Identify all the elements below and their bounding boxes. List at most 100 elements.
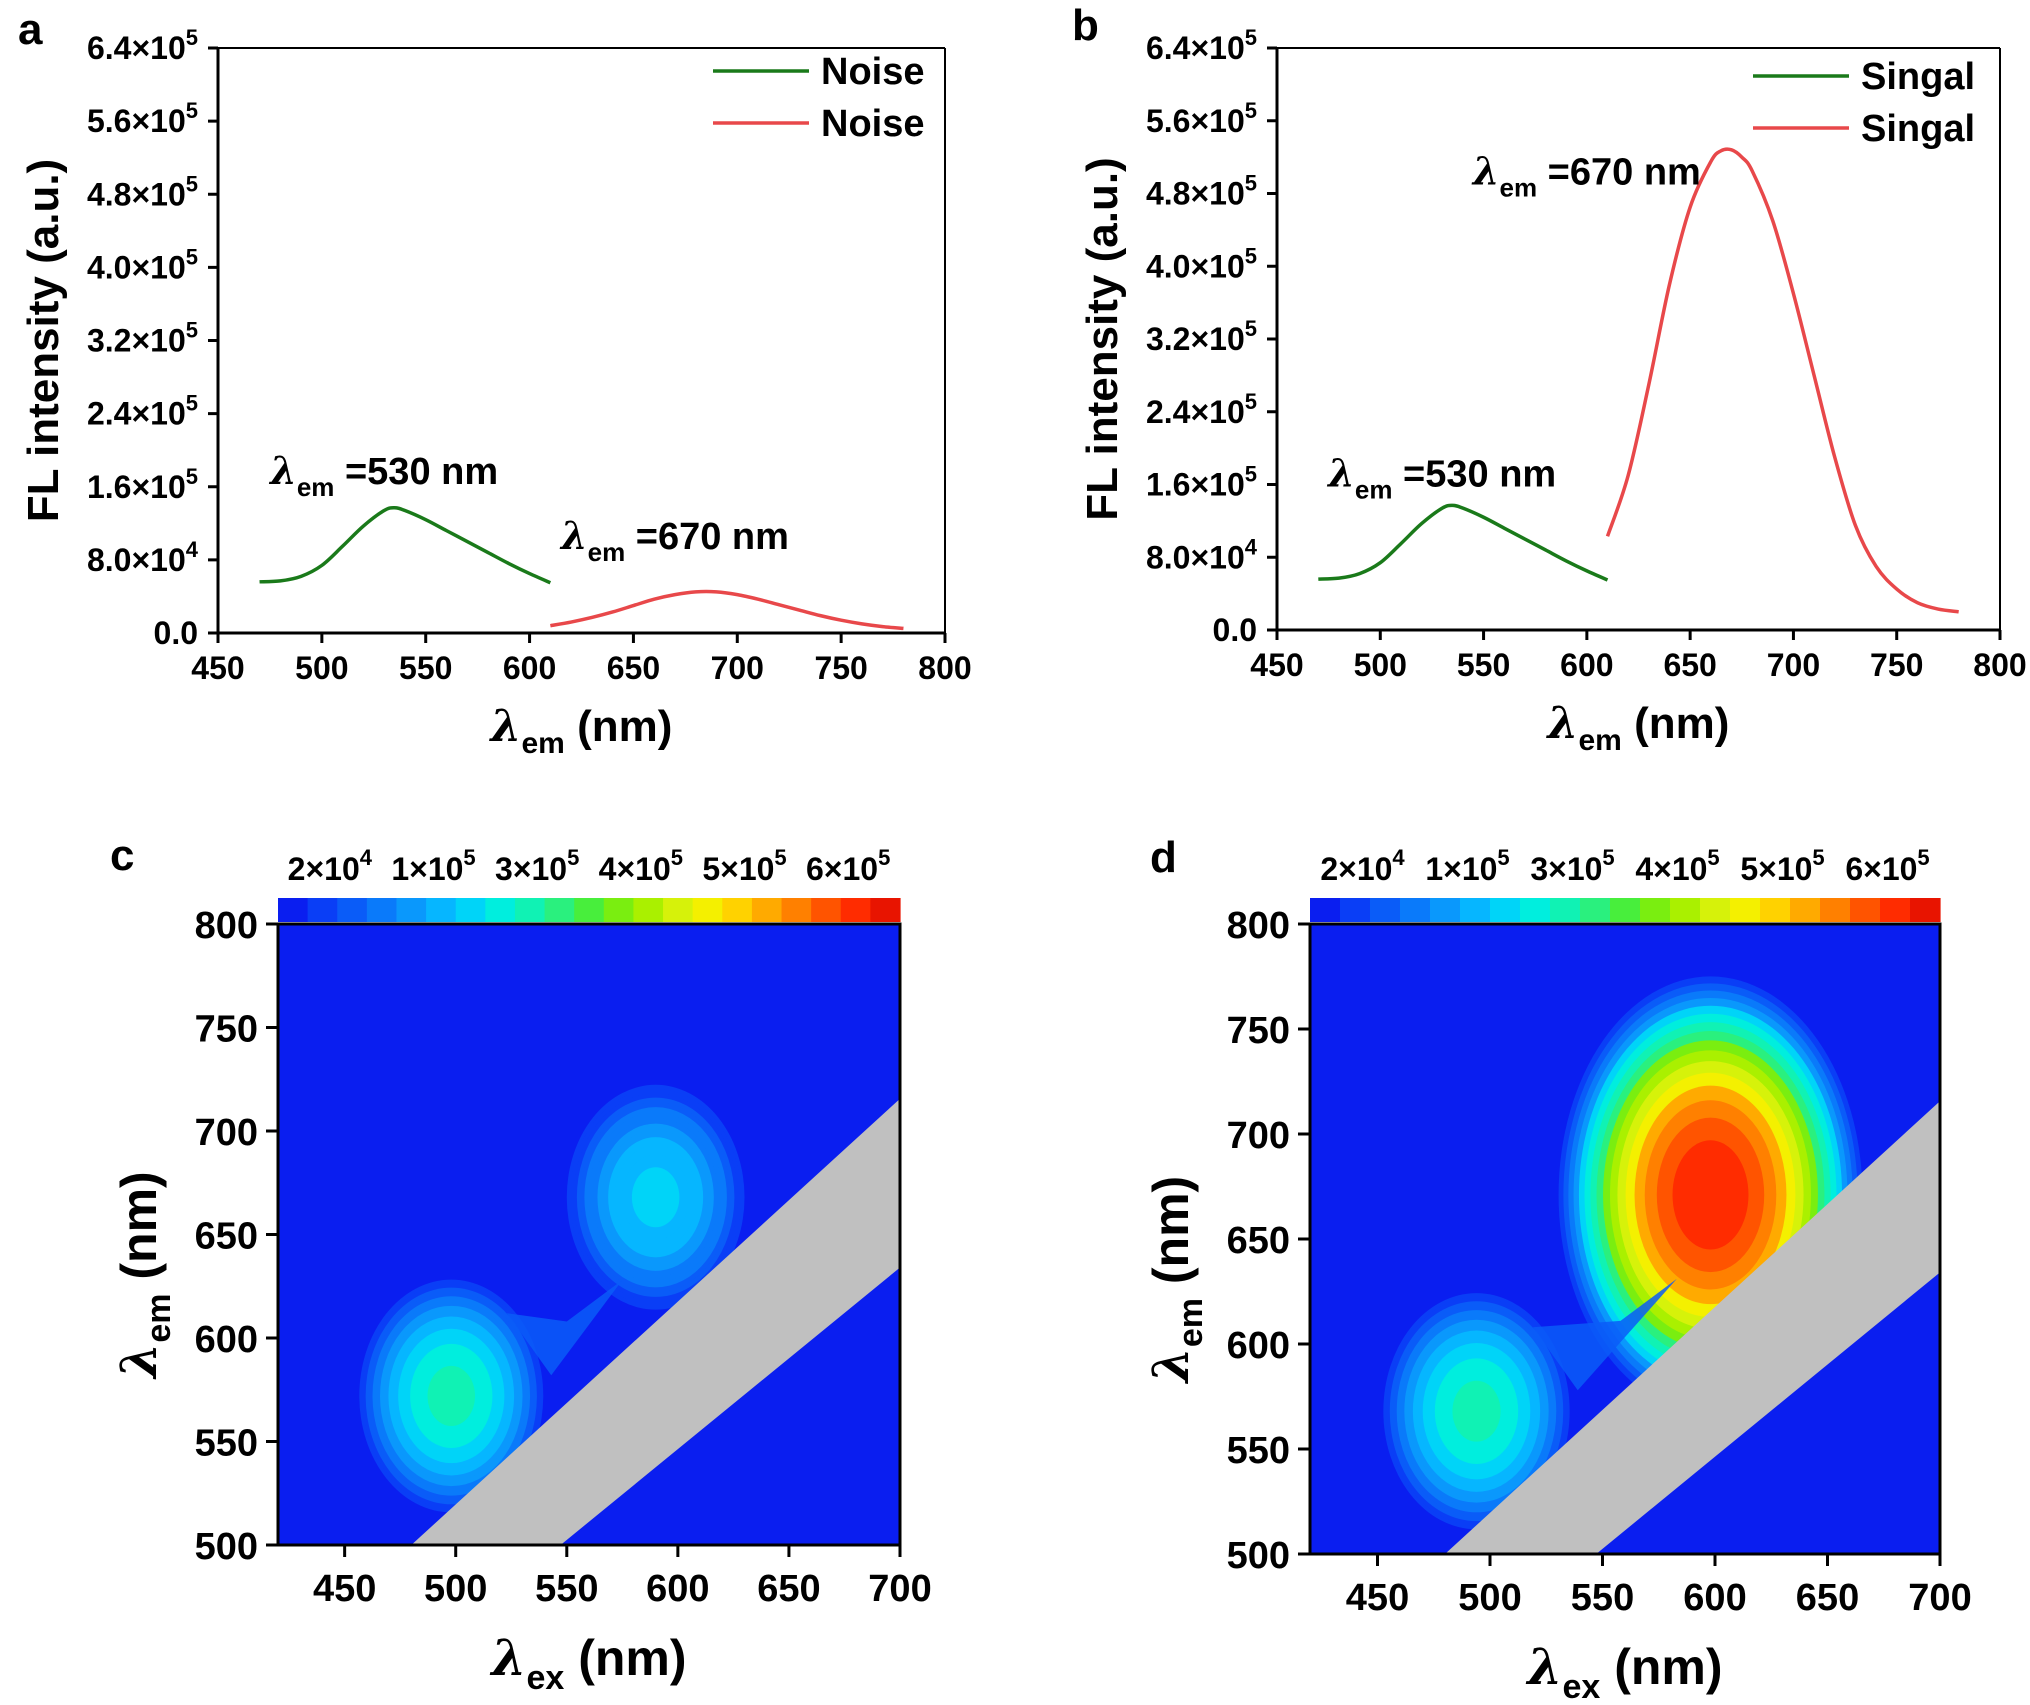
y-tick-label: 500 bbox=[1227, 1535, 1290, 1577]
y-tick-mantissa: 4.0×10 bbox=[87, 249, 186, 285]
legend-label: Noise bbox=[821, 103, 924, 145]
colorbar-segment bbox=[1520, 898, 1551, 922]
annotation-subscript: em bbox=[1500, 172, 1538, 202]
colorbar-tick-label: 6×105 bbox=[1845, 845, 1929, 887]
y-tick-exponent: 5 bbox=[186, 98, 198, 123]
y-tick-exponent: 5 bbox=[1245, 171, 1257, 196]
annotation-symbol: λ bbox=[1471, 148, 1500, 193]
y-axis-symbol: λ bbox=[1141, 1347, 1200, 1384]
x-tick-label: 600 bbox=[1560, 647, 1613, 683]
colorbar-segment bbox=[1910, 898, 1941, 922]
heatmap-area bbox=[278, 924, 900, 1544]
x-axis-unit: (nm) bbox=[1622, 699, 1730, 748]
colorbar-exponent: 5 bbox=[671, 845, 683, 870]
colorbar-segment bbox=[426, 898, 457, 922]
colorbar-segment bbox=[278, 898, 309, 922]
colorbar-segment bbox=[1490, 898, 1521, 922]
x-axis-subscript: ex bbox=[1563, 1668, 1601, 1705]
x-tick-label: 600 bbox=[1683, 1577, 1746, 1619]
y-axis-unit: (nm) bbox=[111, 1171, 167, 1293]
y-tick-label: 4.0×105 bbox=[87, 244, 198, 285]
colorbar-mantissa: 5×10 bbox=[1740, 851, 1812, 887]
y-axis-label: FL intensity (a.u.) bbox=[1078, 157, 1127, 520]
y-axis-label: λem (nm) bbox=[1141, 1176, 1210, 1384]
colorbar-mantissa: 2×10 bbox=[1320, 851, 1392, 887]
x-tick-label: 700 bbox=[868, 1568, 931, 1610]
colorbar-tick-label: 3×105 bbox=[495, 845, 579, 887]
colorbar-segment bbox=[485, 898, 516, 922]
colorbar-tick-label: 6×105 bbox=[806, 845, 890, 887]
y-tick-label: 3.2×105 bbox=[1146, 316, 1257, 357]
colorbar-tick-label: 4×105 bbox=[1635, 845, 1719, 887]
y-tick-label: 550 bbox=[195, 1423, 258, 1465]
colorbar-segment bbox=[692, 898, 723, 922]
x-axis-symbol: λ bbox=[1525, 1637, 1562, 1696]
colorbar-segment bbox=[1760, 898, 1791, 922]
peak-annotation: λem =530 nm bbox=[268, 448, 498, 502]
x-tick-label: 500 bbox=[1354, 647, 1407, 683]
x-tick-label: 650 bbox=[1663, 647, 1716, 683]
y-tick-label: 6.4×105 bbox=[87, 25, 198, 66]
colorbar-segment bbox=[1670, 898, 1701, 922]
legend-label: Singal bbox=[1861, 108, 1975, 150]
colorbar-exponent: 5 bbox=[1707, 845, 1719, 870]
colorbar-tick-label: 1×105 bbox=[391, 845, 475, 887]
series-line-2 bbox=[1605, 147, 1959, 614]
colorbar-segment bbox=[751, 898, 783, 922]
colorbar-segment bbox=[366, 898, 398, 922]
y-tick-label: 500 bbox=[195, 1526, 258, 1568]
x-tick-label: 650 bbox=[1796, 1577, 1859, 1619]
y-tick-label: 600 bbox=[1227, 1325, 1290, 1367]
colorbar-tick-label: 2×104 bbox=[288, 845, 373, 887]
colorbar-segment bbox=[455, 898, 486, 922]
panel-label-b: b bbox=[1072, 1, 1099, 50]
y-tick-label: 750 bbox=[1227, 1010, 1290, 1052]
y-tick-label: 8.0×104 bbox=[87, 537, 199, 578]
x-axis-subscript: em bbox=[1578, 724, 1621, 757]
legend-label: Noise bbox=[821, 51, 924, 93]
y-tick-label: 6.4×105 bbox=[1146, 25, 1257, 66]
annotation-symbol: λ bbox=[559, 513, 588, 558]
contour-bridge bbox=[1532, 1278, 1677, 1391]
x-tick-label: 450 bbox=[313, 1568, 376, 1610]
annotation-text: =670 nm bbox=[625, 516, 789, 558]
heatmap-area bbox=[1310, 924, 1940, 1554]
colorbar-segment bbox=[603, 898, 635, 922]
y-tick-label: 600 bbox=[195, 1319, 258, 1361]
x-tick-label: 600 bbox=[503, 650, 556, 686]
y-tick-label: 0.0 bbox=[1213, 612, 1257, 648]
colorbar-segment bbox=[1370, 898, 1401, 922]
y-tick-mantissa: 1.6×10 bbox=[87, 469, 186, 505]
y-tick-label: 750 bbox=[195, 1009, 258, 1051]
x-tick-label: 650 bbox=[607, 650, 660, 686]
x-axis-label: λem (nm) bbox=[489, 701, 673, 760]
contour-level bbox=[427, 1365, 476, 1427]
legend-label: Singal bbox=[1861, 56, 1975, 98]
x-axis-symbol: λ bbox=[489, 701, 522, 752]
x-axis-label: λex (nm) bbox=[1525, 1637, 1722, 1705]
y-tick-label: 650 bbox=[1227, 1220, 1290, 1262]
y-tick-mantissa: 5.6×10 bbox=[87, 103, 186, 139]
scatter-band bbox=[1445, 1101, 1940, 1554]
colorbar-segment bbox=[811, 898, 842, 922]
annotation-subscript: em bbox=[1355, 474, 1393, 504]
x-tick-label: 550 bbox=[1571, 1577, 1634, 1619]
colorbar-segment bbox=[1400, 898, 1431, 922]
y-tick-exponent: 4 bbox=[186, 537, 199, 562]
colorbar-exponent: 5 bbox=[878, 845, 890, 870]
y-tick-label: 8.0×104 bbox=[1146, 534, 1258, 575]
peak-annotation: λem =670 nm bbox=[1471, 148, 1701, 202]
colorbar-exponent: 5 bbox=[567, 845, 579, 870]
x-tick-label: 600 bbox=[646, 1568, 709, 1610]
x-tick-label: 800 bbox=[918, 650, 971, 686]
colorbar-segment bbox=[1700, 898, 1731, 922]
colorbar-segment bbox=[1880, 898, 1911, 922]
colorbar-mantissa: 6×10 bbox=[806, 851, 878, 887]
x-axis-unit: (nm) bbox=[1600, 1639, 1722, 1695]
panel-label-a: a bbox=[18, 5, 43, 54]
contour-level bbox=[631, 1167, 680, 1228]
y-axis-label: FL intensity (a.u.) bbox=[19, 159, 68, 522]
colorbar-mantissa: 2×10 bbox=[288, 851, 360, 887]
